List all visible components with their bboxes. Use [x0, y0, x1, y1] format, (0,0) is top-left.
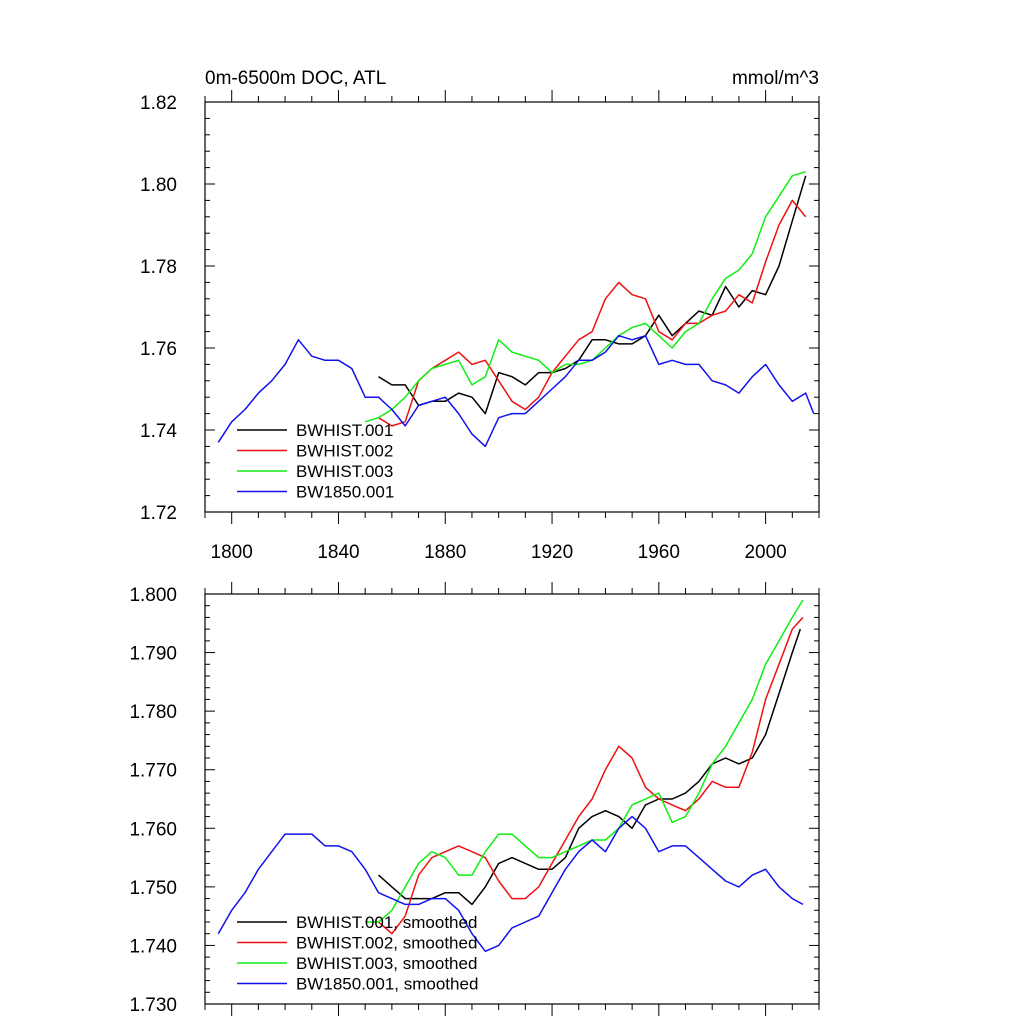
- x-tick-label: 1920: [531, 542, 573, 563]
- series-line-bw1850-001: [217, 815, 804, 953]
- top-panel: 1.72 1.74 1.76 1.78 1.80 1.82 1800 1840 1880 1920…: [140, 68, 820, 563]
- bottom-panel: 1.730 1.740 1.750 1.760 1.770 1.780 1.790 1.800…: [129, 582, 820, 1016]
- x-tick-label: 1960: [638, 542, 680, 563]
- series-line-bwhist-002: [378, 199, 807, 427]
- y-tick-label: 1.76: [140, 339, 177, 360]
- legend-label: BWHIST.002, smoothed: [296, 934, 477, 953]
- y-tick-label: 1.72: [140, 503, 177, 524]
- x-tick-label: 1840: [317, 542, 359, 563]
- y-tick-label: 1.74: [140, 421, 177, 442]
- y-tick-label: 1.82: [140, 93, 177, 114]
- series-line-bw1850-001: [217, 334, 815, 448]
- legend-label: BWHIST.001: [296, 421, 393, 440]
- series-line-bwhist-003: [365, 599, 804, 923]
- y-tick-label: 1.770: [129, 761, 177, 782]
- y-tick-label: 1.78: [140, 257, 177, 278]
- y-tick-label: 1.80: [140, 175, 177, 196]
- x-tick-label: 2000: [744, 542, 786, 563]
- chart-units: mmol/m^3: [732, 68, 819, 89]
- legend-label: BWHIST.003, smoothed: [296, 954, 477, 973]
- y-tick-label: 1.750: [129, 878, 177, 899]
- legend-label: BW1850.001, smoothed: [296, 975, 478, 994]
- x-tick-label: 1880: [424, 542, 466, 563]
- x-tick-label: 1800: [211, 542, 253, 563]
- series-line-bwhist-002: [378, 616, 804, 935]
- legend-label: BWHIST.002: [296, 442, 393, 461]
- y-tick-label: 1.760: [129, 819, 177, 840]
- y-tick-label: 1.790: [129, 644, 177, 665]
- series-line-bwhist-001: [378, 175, 807, 415]
- y-tick-label: 1.740: [129, 936, 177, 957]
- plot-frame: [204, 593, 820, 1005]
- y-tick-label: 1.780: [129, 702, 177, 723]
- y-tick-label: 1.730: [129, 995, 177, 1016]
- legend-label: BW1850.001: [296, 483, 394, 502]
- plot-frame: [204, 101, 820, 513]
- legend-label: BWHIST.001, smoothed: [296, 913, 477, 932]
- y-tick-label: 1.800: [129, 585, 177, 606]
- legend-label: BWHIST.003: [296, 462, 393, 481]
- chart-title: 0m-6500m DOC, ATL: [205, 68, 386, 89]
- series-line-bwhist-003: [364, 170, 806, 423]
- series-line-bwhist-001: [378, 628, 802, 906]
